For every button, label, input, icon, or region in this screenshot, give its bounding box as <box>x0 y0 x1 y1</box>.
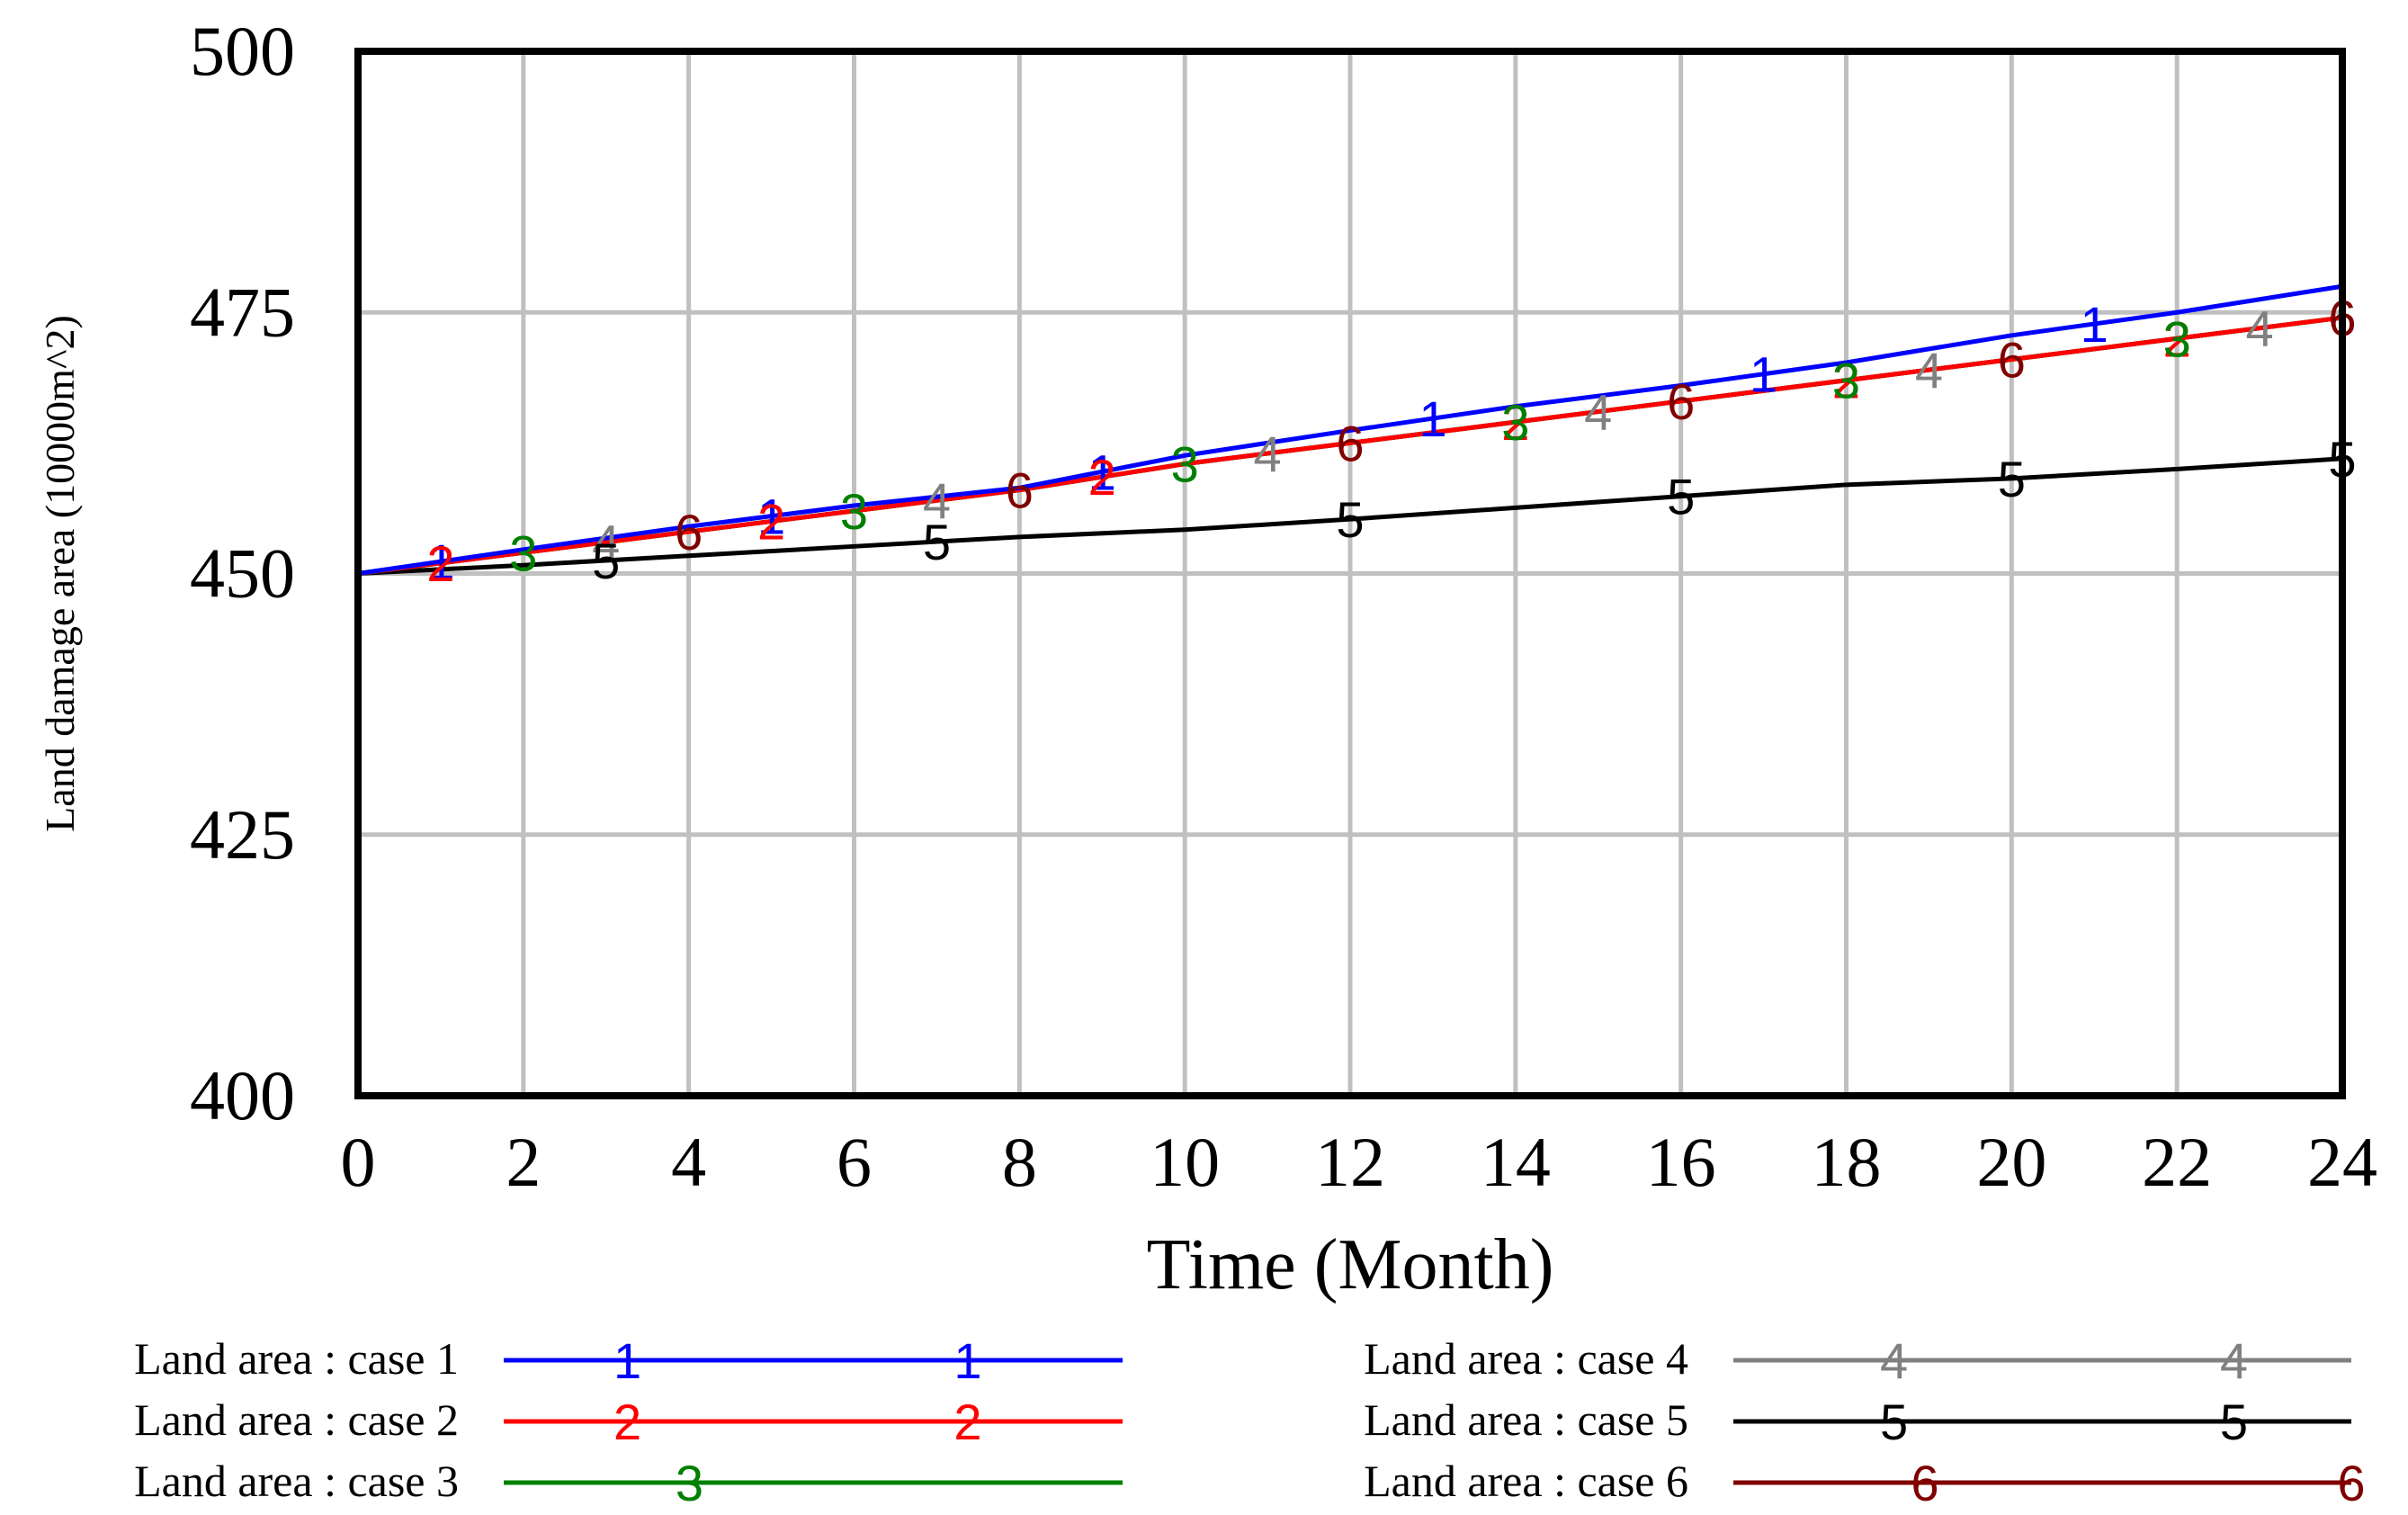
series-line-case-5 <box>357 456 2343 576</box>
legend-marker: 4 <box>1880 1332 1908 1389</box>
series-marker-case-5: 5 <box>923 514 951 570</box>
series-marker-case-1: 1 <box>426 533 454 590</box>
series-marker-case-4: 4 <box>1584 384 1612 441</box>
x-tick-label: 0 <box>341 1123 376 1201</box>
legend-label: Land area : case 4 <box>1364 1333 1688 1384</box>
x-tick-label: 8 <box>1002 1123 1037 1201</box>
series-marker-case-3: 3 <box>2163 310 2191 367</box>
legend-marker: 2 <box>953 1394 981 1450</box>
x-tick-label: 24 <box>2307 1123 2377 1201</box>
legend-marker: 4 <box>2220 1332 2248 1389</box>
series-marker-case-2: 2 <box>2163 310 2191 367</box>
series-marker-case-5: 5 <box>1998 451 2026 507</box>
plot-area-frame <box>354 48 2346 1099</box>
series-lines <box>357 283 2343 576</box>
legend: Land area : case 1 1 1 Land area : case 2 2 2… <box>134 1332 2365 1511</box>
series-marker-case-1: 1 <box>1750 346 1777 403</box>
grid-lines <box>355 49 2345 1098</box>
x-axis-title: Time (Month) <box>1147 1225 1554 1304</box>
legend-marker: 6 <box>2337 1455 2365 1511</box>
legend-marker: 1 <box>953 1332 981 1389</box>
series-marker-case-4: 4 <box>1915 342 1943 399</box>
series-marker-case-1: 1 <box>757 489 785 545</box>
series-marker-case-5: 5 <box>1667 469 1695 525</box>
series-marker-case-6: 6 <box>675 504 703 560</box>
series-marker-case-1: 1 <box>2081 296 2108 353</box>
legend-marker: 1 <box>613 1332 641 1389</box>
series-marker-case-2: 2 <box>1501 394 1529 451</box>
series-marker-case-6: 6 <box>1667 373 1695 430</box>
legend-marker: 5 <box>1880 1394 1908 1450</box>
series-line-case-1 <box>357 283 2343 576</box>
x-tick-label: 20 <box>1976 1123 2046 1201</box>
x-tick-labels: 0 2 4 6 8 10 12 14 16 18 20 22 24 <box>341 1123 2378 1201</box>
series-marker-case-1: 1 <box>1088 444 1116 500</box>
series-marker-case-4: 4 <box>1254 426 1282 482</box>
series-marker-case-4: 4 <box>592 515 620 571</box>
series-marker-case-3: 3 <box>509 524 537 581</box>
legend-marker: 3 <box>676 1455 703 1511</box>
series-marker-case-3: 3 <box>1171 436 1199 493</box>
series-marker-case-2: 2 <box>426 535 454 592</box>
y-tick-label: 500 <box>190 12 295 90</box>
series-marker-case-4: 4 <box>923 472 951 529</box>
series-marker-case-5: 5 <box>1336 491 1364 548</box>
legend-marker: 6 <box>1911 1455 1938 1511</box>
legend-label: Land area : case 6 <box>1364 1456 1688 1506</box>
legend-label: Land area : case 1 <box>134 1333 459 1384</box>
legend-label: Land area : case 2 <box>134 1394 459 1445</box>
series-marker-case-3: 3 <box>1501 394 1529 451</box>
y-tick-label: 425 <box>190 795 295 874</box>
legend-label: Land area : case 3 <box>134 1456 459 1506</box>
x-tick-label: 16 <box>1646 1123 1716 1201</box>
series-marker-case-2: 2 <box>1832 353 1860 409</box>
y-tick-label: 450 <box>190 534 295 613</box>
series-marker-case-3: 3 <box>1832 353 1860 409</box>
x-tick-label: 14 <box>1481 1123 1551 1201</box>
y-tick-label: 400 <box>190 1056 295 1134</box>
series-line-case-2 <box>357 315 2343 576</box>
series-marker-case-3: 3 <box>840 483 868 540</box>
legend-marker: 2 <box>613 1394 641 1450</box>
series-marker-case-6: 6 <box>1336 415 1364 471</box>
legend-label: Land area : case 5 <box>1364 1394 1688 1445</box>
x-tick-label: 10 <box>1150 1123 1220 1201</box>
series-marker-case-2: 2 <box>757 493 785 550</box>
y-axis-title: Land damage area (10000m^2) <box>37 315 83 832</box>
series-marker-case-6: 6 <box>1006 462 1034 519</box>
x-tick-label: 12 <box>1315 1123 1385 1201</box>
series-marker-case-4: 4 <box>2246 300 2274 357</box>
y-tick-label: 475 <box>190 273 295 351</box>
x-tick-label: 4 <box>671 1123 706 1201</box>
legend-marker: 5 <box>2220 1394 2248 1450</box>
x-tick-label: 6 <box>837 1123 872 1201</box>
series-marker-case-1: 1 <box>1419 390 1446 447</box>
series-marker-case-2: 2 <box>1088 449 1116 506</box>
x-tick-label: 18 <box>1812 1123 1882 1201</box>
series-marker-case-6: 6 <box>1998 331 2026 388</box>
x-tick-label: 22 <box>2142 1123 2212 1201</box>
series-marker-case-5: 5 <box>592 533 620 589</box>
y-tick-labels: 400 425 450 475 500 <box>190 12 295 1134</box>
x-tick-label: 2 <box>506 1123 541 1201</box>
